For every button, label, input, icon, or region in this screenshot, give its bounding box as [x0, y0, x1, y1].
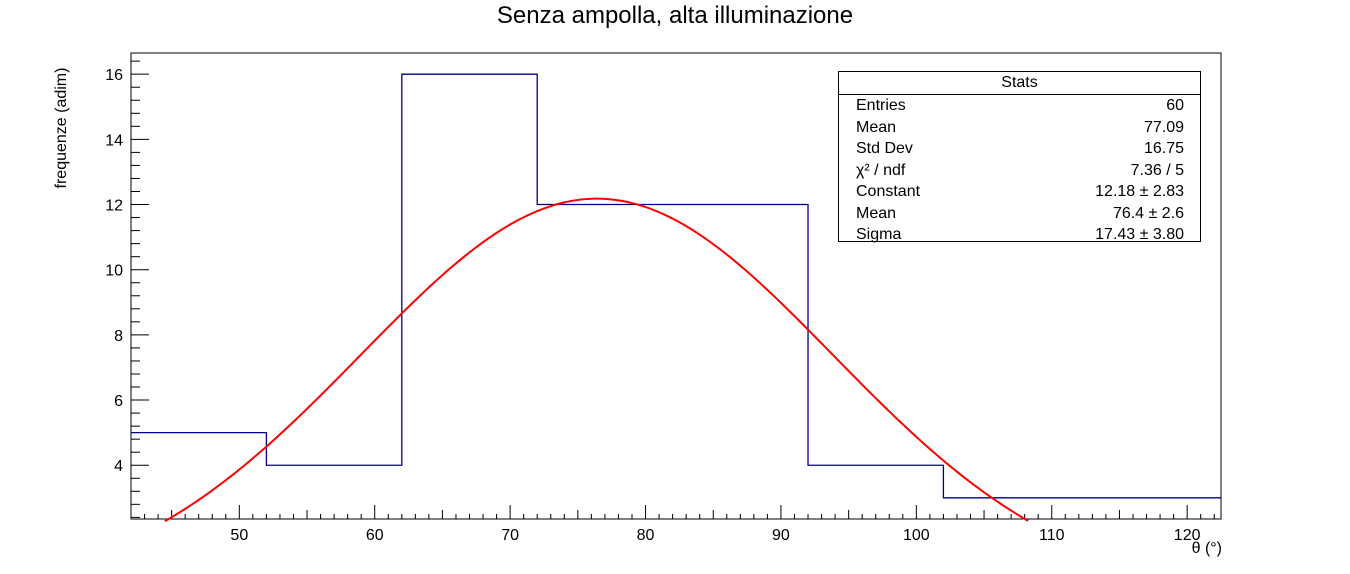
- y-tick-label: 12: [105, 198, 123, 215]
- x-tick-label: 120: [1174, 527, 1201, 544]
- x-tick-label: 70: [501, 527, 519, 544]
- x-axis-label: θ (°): [1191, 540, 1222, 557]
- x-tick-label: 60: [366, 527, 384, 544]
- stats-value: 60: [1166, 97, 1184, 114]
- y-tick-label: 8: [114, 328, 123, 345]
- stats-row-fit-mean: Mean 76.4 ± 2.6: [839, 203, 1200, 225]
- chart-title: Senza ampolla, alta illuminazione: [496, 2, 854, 29]
- stats-label: Mean: [856, 118, 897, 136]
- y-tick-label: 4: [114, 458, 123, 475]
- stats-label: Constant: [856, 183, 921, 200]
- stats-row-std-dev: Std Dev 16.75: [839, 138, 1200, 160]
- y-tick-label: 16: [105, 67, 123, 84]
- stats-label: Sigma: [856, 226, 902, 243]
- stats-label: Entries: [856, 97, 906, 114]
- histogram-line: [131, 73, 1221, 499]
- stats-value: 17.43 ± 3.80: [1095, 226, 1184, 243]
- axis-ticks: [130, 60, 1215, 519]
- stats-value: 16.75: [1143, 140, 1184, 157]
- stats-row-mean: Mean 77.09: [839, 117, 1200, 139]
- gaussian-fit-curve: [164, 197, 1029, 523]
- stats-row-sigma: Sigma 17.43 ± 3.80: [839, 224, 1200, 246]
- axis-tick-labels: 50 60 70 80 90 100 110 120 4 6 8 10 12 14 16: [105, 67, 1200, 544]
- stats-box: Stats Entries 60 Mean 77.09 Std Dev 16.7…: [838, 71, 1201, 243]
- stats-header: Stats: [839, 72, 1200, 95]
- x-tick-label: 90: [772, 527, 790, 544]
- y-tick-label: 6: [114, 393, 123, 410]
- stats-row-entries: Entries 60: [839, 95, 1200, 117]
- stats-label: Std Dev: [856, 140, 913, 157]
- x-tick-label: 50: [230, 527, 248, 544]
- stats-value: 12.18 ± 2.83: [1095, 183, 1184, 200]
- stats-label: Mean: [856, 204, 897, 222]
- stats-value: 7.36 / 5: [1130, 161, 1184, 179]
- stats-label: χ² / ndf: [856, 161, 906, 179]
- y-tick-label: 10: [105, 263, 123, 280]
- x-tick-label: 100: [903, 527, 930, 544]
- x-tick-label: 80: [637, 527, 655, 544]
- stats-row-constant: Constant 12.18 ± 2.83: [839, 181, 1200, 203]
- plot-frame: [130, 52, 1222, 520]
- stats-value: 76.4 ± 2.6: [1112, 204, 1184, 222]
- y-tick-label: 14: [105, 132, 123, 149]
- stats-value: 77.09: [1143, 118, 1184, 136]
- x-tick-label: 110: [1039, 527, 1065, 544]
- stats-row-chi2-ndf: χ² / ndf 7.36 / 5: [839, 160, 1200, 182]
